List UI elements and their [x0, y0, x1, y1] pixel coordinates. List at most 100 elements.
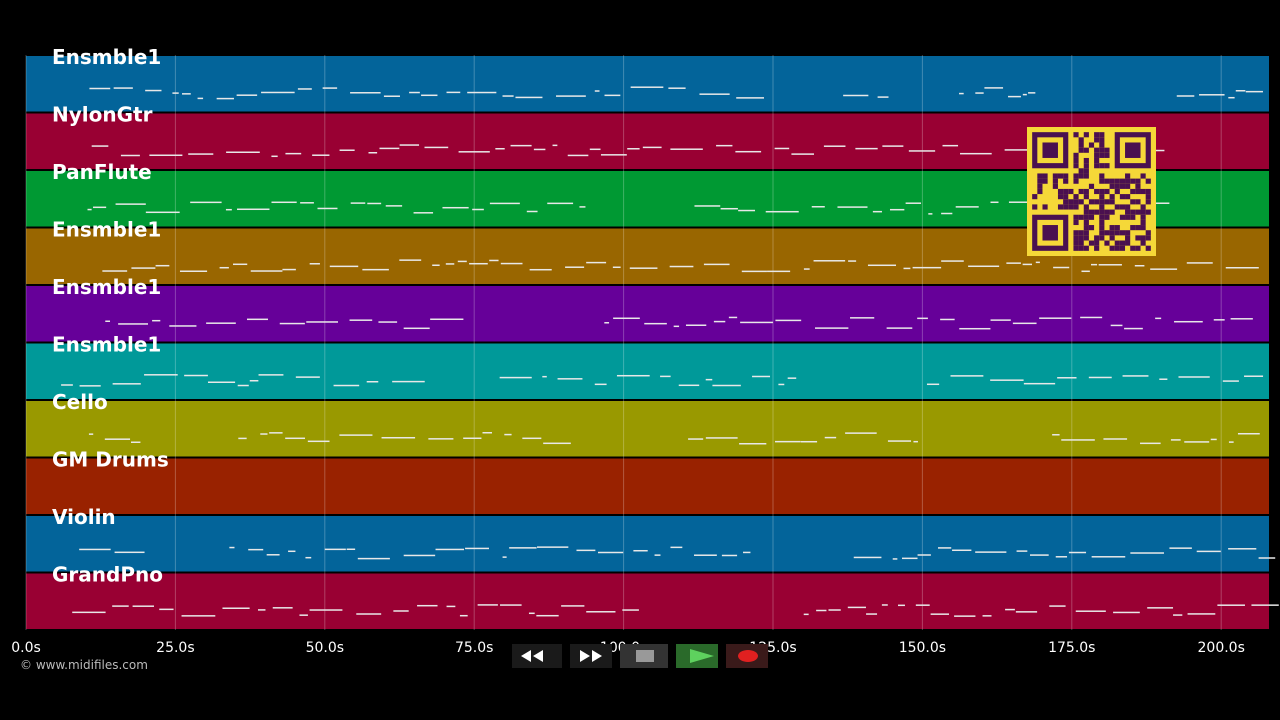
note	[803, 268, 810, 270]
note	[915, 604, 930, 606]
note	[959, 92, 964, 95]
note	[144, 374, 178, 376]
qr-module	[1109, 209, 1115, 215]
note	[941, 260, 964, 262]
qr-module	[1057, 204, 1064, 210]
qr-module	[1145, 178, 1151, 184]
note	[378, 321, 398, 323]
note	[349, 319, 373, 321]
note	[1008, 201, 1033, 203]
note	[1228, 441, 1234, 443]
note	[368, 151, 378, 154]
qr-module	[1099, 230, 1105, 236]
qr-module	[1083, 245, 1089, 251]
note	[502, 556, 507, 558]
note	[88, 433, 94, 435]
note	[131, 267, 156, 269]
note	[937, 547, 952, 549]
qr-module	[1109, 194, 1115, 200]
qr-module	[1083, 157, 1089, 164]
note	[238, 437, 247, 440]
note	[105, 320, 111, 323]
note	[828, 609, 841, 611]
record-button[interactable]	[726, 644, 768, 668]
note	[1184, 441, 1210, 443]
note	[887, 440, 912, 442]
qr-module	[1104, 188, 1110, 195]
note	[403, 327, 430, 330]
note	[1006, 262, 1021, 264]
track-name: Ensmble1	[52, 275, 161, 299]
play-button[interactable]	[676, 644, 718, 668]
note	[324, 548, 346, 551]
fast-forward-button[interactable]	[570, 644, 612, 668]
note	[622, 609, 639, 611]
qr-module	[1109, 235, 1115, 241]
qr-module	[1135, 225, 1141, 231]
note	[576, 549, 596, 552]
track-band	[26, 56, 1269, 112]
qr-module	[1099, 137, 1105, 143]
note	[362, 268, 389, 271]
note	[589, 148, 601, 151]
note	[952, 549, 972, 552]
note	[1130, 552, 1164, 554]
qr-module	[1037, 183, 1043, 189]
note	[1023, 382, 1056, 385]
qr-module	[1099, 178, 1105, 184]
note	[959, 327, 991, 330]
note	[403, 554, 436, 557]
note	[457, 260, 467, 263]
qr-module	[1104, 230, 1110, 236]
note	[309, 263, 320, 265]
note	[472, 208, 484, 211]
note	[159, 608, 174, 611]
note	[1140, 442, 1161, 445]
note	[1022, 93, 1027, 96]
note	[282, 268, 296, 271]
note	[1075, 610, 1106, 612]
note	[1155, 317, 1162, 320]
qr-module	[1109, 178, 1115, 184]
qr-module	[1114, 230, 1120, 236]
note	[968, 265, 1000, 268]
rewind-button[interactable]	[512, 644, 562, 668]
note	[533, 148, 546, 151]
qr-module	[1119, 245, 1126, 251]
track-name: Ensmble1	[52, 45, 161, 69]
note	[629, 267, 658, 269]
note	[542, 375, 547, 378]
qr-module	[1068, 188, 1074, 195]
qr-module	[1052, 178, 1058, 184]
track-band	[26, 458, 1269, 514]
note	[446, 91, 461, 94]
stop-button[interactable]	[620, 644, 668, 668]
note	[845, 432, 877, 434]
qr-module	[1078, 188, 1084, 195]
qr-module	[1099, 147, 1105, 153]
note	[552, 144, 558, 147]
note	[1178, 376, 1210, 378]
note	[322, 87, 338, 89]
note	[866, 613, 878, 615]
note	[285, 437, 306, 440]
note	[207, 381, 236, 383]
qr-module	[1140, 235, 1146, 241]
qr-module	[1073, 240, 1079, 246]
note	[877, 96, 889, 98]
note	[837, 206, 868, 208]
qr-module	[1125, 235, 1131, 241]
note	[942, 144, 959, 147]
qr-module	[1130, 188, 1136, 195]
qr-module	[1073, 132, 1079, 138]
note	[699, 93, 730, 95]
note	[743, 551, 751, 554]
note	[1028, 92, 1036, 94]
note	[190, 201, 222, 204]
note	[774, 147, 790, 150]
qr-module	[1094, 199, 1100, 205]
qr-module	[1073, 219, 1079, 226]
note	[271, 155, 278, 158]
qr-module	[1042, 204, 1048, 210]
